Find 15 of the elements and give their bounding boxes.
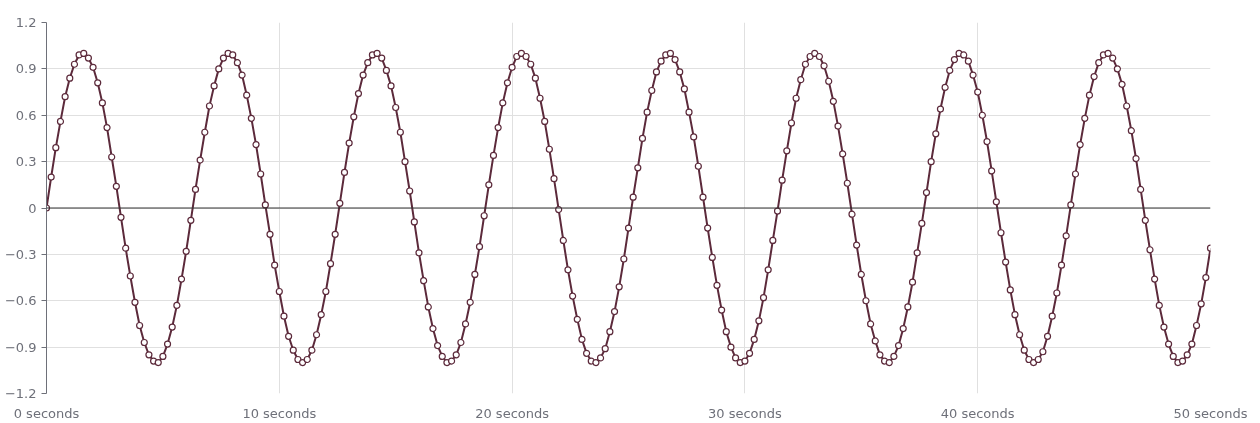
y-tick-label: −0.3 bbox=[4, 246, 37, 262]
y-tick-label: −0.9 bbox=[4, 339, 37, 355]
x-tick-label: 20 seconds bbox=[475, 405, 550, 421]
x-tick-label: 10 seconds bbox=[242, 405, 317, 421]
y-tick-label: 1.2 bbox=[15, 15, 37, 30]
x-tick-label: 0 seconds bbox=[13, 405, 80, 421]
y-tick-label: 0.3 bbox=[15, 154, 37, 170]
y-tick-label: −0.6 bbox=[4, 293, 37, 309]
x-tick-label: 50 seconds bbox=[1173, 405, 1248, 421]
y-tick-label: −1.2 bbox=[4, 386, 37, 401]
x-tick-label: 30 seconds bbox=[707, 405, 783, 421]
y-tick-label: 0 bbox=[28, 200, 37, 216]
y-tick-label: 0.9 bbox=[15, 61, 37, 77]
y-tick-label: 0.6 bbox=[15, 107, 37, 123]
x-tick-label: 40 seconds bbox=[940, 405, 1015, 421]
